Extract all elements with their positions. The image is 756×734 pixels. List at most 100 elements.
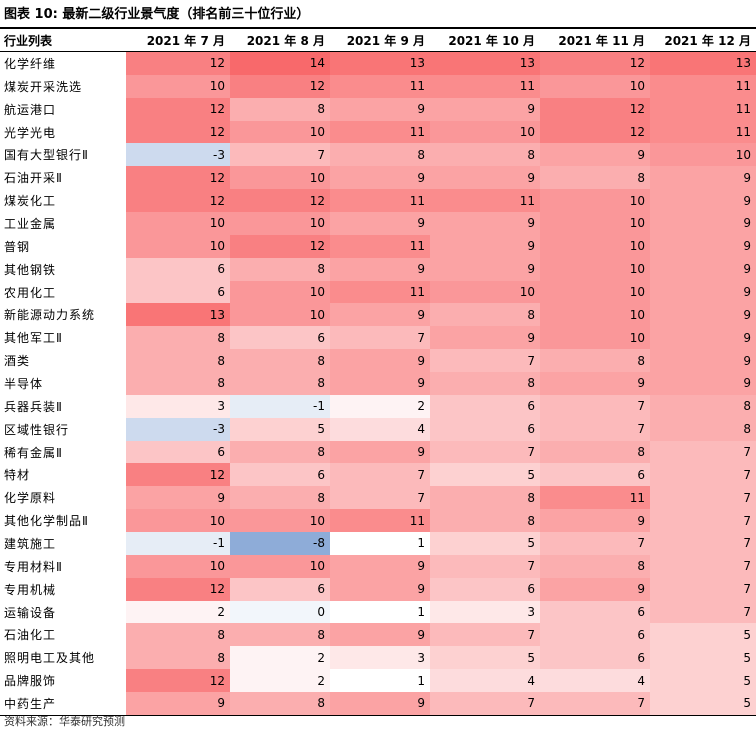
heatmap-cell: 8 [230,257,330,281]
top-rule [0,27,756,29]
heatmap-cell: 3 [126,394,230,418]
heatmap-cell: 7 [330,326,430,350]
heatmap-cell: 7 [650,554,756,578]
heatmap-cell: 9 [650,349,756,373]
heatmap-cell: 2 [230,669,330,693]
heatmap-cell: 12 [540,97,650,121]
heatmap-cell: 10 [230,280,330,304]
heatmap-cell: 13 [330,51,430,75]
heatmap-cell: 10 [230,554,330,578]
heatmap-cell: 8 [430,509,540,533]
row-label: 工业金属 [0,212,126,235]
row-label: 农用化工 [0,280,126,304]
heatmap-cell: 9 [330,349,430,373]
heatmap-cell: 8 [230,486,330,510]
table-row: 其他军工Ⅱ 8 6 7 9 10 9 [0,326,756,350]
row-label: 煤炭化工 [0,189,126,213]
heatmap-cell: 7 [650,509,756,533]
heatmap-cell: 1 [330,600,430,624]
heatmap-cell: 9 [540,509,650,533]
heatmap-cell: 10 [126,234,230,258]
heatmap-cell: 7 [230,143,330,167]
heatmap-cell: 12 [126,669,230,693]
heatmap-cell: 10 [540,74,650,98]
heatmap-cell: 7 [430,692,540,716]
heatmap-cell: 5 [650,623,756,647]
heatmap-cell: 8 [230,623,330,647]
table-row: 酒类 8 8 9 7 8 9 [0,349,756,373]
heatmap-cell: 7 [650,440,756,464]
heatmap-cell: 8 [126,326,230,350]
heatmap-cell: 11 [540,486,650,510]
table-row: 照明电工及其他 8 2 3 5 6 5 [0,646,756,670]
heatmap-cell: 13 [126,303,230,327]
table-row: 半导体 8 8 9 8 9 9 [0,372,756,395]
heatmap-cell: 10 [126,212,230,235]
heatmap-cell: 11 [430,189,540,213]
heatmap-cell: 6 [230,463,330,487]
heatmap-cell: 8 [230,349,330,373]
heatmap-cell: 9 [126,692,230,716]
heatmap-cell: 9 [430,326,540,350]
row-label: 运输设备 [0,600,126,624]
heatmap-cell: 13 [430,51,540,75]
heatmap-cell: 9 [650,166,756,190]
heatmap-cell: 9 [540,577,650,601]
heatmap-cell: 8 [430,143,540,167]
heatmap-cell: 8 [540,349,650,373]
heatmap-cell: 12 [126,51,230,75]
heatmap-cell: 1 [330,532,430,555]
heatmap-cell: 9 [430,257,540,281]
heatmap-cell: 4 [430,669,540,693]
heatmap-cell: 13 [650,51,756,75]
heatmap-cell: 9 [540,143,650,167]
heatmap-cell: 9 [330,257,430,281]
row-label: 石油化工 [0,623,126,647]
row-label: 石油开采Ⅱ [0,166,126,190]
heatmap-cell: 11 [650,97,756,121]
row-label: 酒类 [0,349,126,373]
table-row: 化学纤维 12 14 13 13 12 13 [0,51,756,75]
heatmap-cell: 10 [540,234,650,258]
row-label: 兵器兵装Ⅱ [0,394,126,418]
row-label: 化学原料 [0,486,126,510]
heatmap-cell: 8 [430,486,540,510]
heatmap-cell: 5 [650,669,756,693]
heatmap-cell: 9 [650,372,756,395]
heatmap-cell: 12 [126,577,230,601]
heatmap-cell: 11 [330,234,430,258]
heatmap-cell: 7 [650,463,756,487]
heatmap-cell: 6 [430,417,540,441]
table-row: 专用材料Ⅱ 10 10 9 7 8 7 [0,554,756,578]
heatmap-cell: 11 [330,509,430,533]
heatmap-cell: 8 [230,692,330,716]
heatmap-cell: 7 [430,440,540,464]
row-label: 新能源动力系统 [0,303,126,327]
heatmap-cell: 10 [126,554,230,578]
row-label: 建筑施工 [0,532,126,555]
table-row: 兵器兵装Ⅱ 3 -1 2 6 7 8 [0,394,756,418]
heatmap-cell: 8 [330,143,430,167]
heatmap-cell: 2 [230,646,330,670]
month-header: 2021 年 7 月 [126,29,230,52]
heatmap-cell: -3 [126,143,230,167]
table-row: 其他钢铁 6 8 9 9 10 9 [0,257,756,281]
heatmap-cell: 9 [430,234,540,258]
heatmap-cell: 8 [540,440,650,464]
table-row: 新能源动力系统 13 10 9 8 10 9 [0,303,756,327]
heatmap-cell: 6 [430,394,540,418]
heatmap-cell: 9 [430,166,540,190]
heatmap-cell: 9 [650,189,756,213]
source-note: 资料来源：华泰研究预测 [4,715,125,728]
row-label: 稀有金属Ⅱ [0,440,126,464]
row-label: 航运港口 [0,97,126,121]
heatmap-cell: 9 [650,303,756,327]
row-label: 其他化学制品Ⅱ [0,509,126,533]
heatmap-cell: 8 [230,97,330,121]
heatmap-cell: 6 [126,257,230,281]
heatmap-cell: 6 [540,463,650,487]
table-row: 煤炭开采洗选 10 12 11 11 10 11 [0,74,756,98]
table-row: 品牌服饰 12 2 1 4 4 5 [0,669,756,693]
heatmap-cell: 9 [126,486,230,510]
heatmap-cell: 2 [126,600,230,624]
